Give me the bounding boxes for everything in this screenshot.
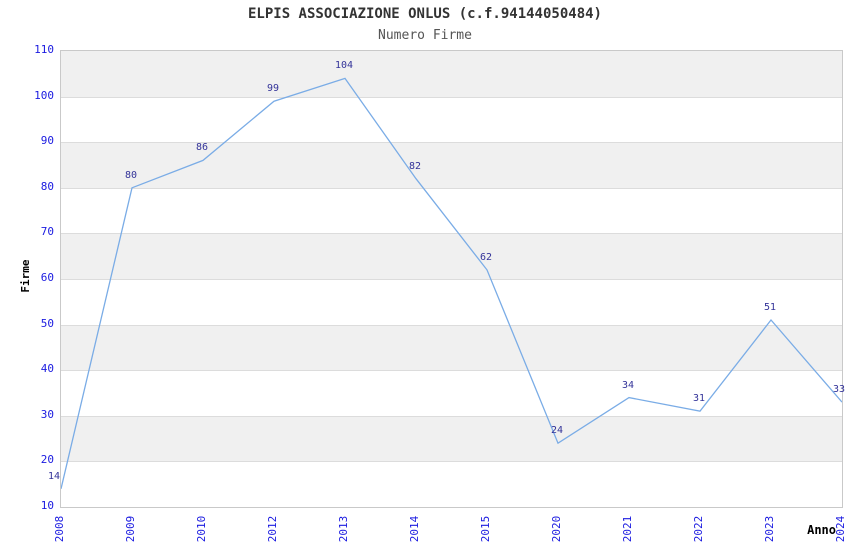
x-tick-2020: 2020: [550, 515, 563, 543]
x-tick-2023: 2023: [763, 515, 776, 543]
point-label-2024: 33: [832, 384, 846, 396]
y-tick-80: 80: [40, 179, 54, 193]
grid-band: [61, 415, 842, 462]
point-label-2012: 99: [266, 83, 280, 95]
grid-band: [61, 51, 842, 97]
point-label-2020: 24: [550, 425, 564, 437]
gridline: [61, 415, 842, 417]
grid-band: [61, 187, 842, 234]
grid-band: [61, 96, 842, 143]
y-tick-100: 100: [34, 88, 54, 102]
plot-area: [60, 50, 843, 508]
line-series: [61, 77, 842, 489]
grid-band: [61, 461, 842, 507]
point-label-2015: 62: [479, 251, 493, 263]
x-tick-2010: 2010: [195, 515, 208, 543]
point-label-2010: 86: [195, 142, 209, 154]
y-tick-110: 110: [34, 43, 54, 56]
gridline: [61, 461, 842, 463]
y-tick-20: 20: [40, 453, 54, 467]
x-tick-2009: 2009: [124, 515, 137, 543]
grid-band: [61, 233, 842, 279]
point-label-2009: 80: [124, 169, 138, 181]
x-tick-2015: 2015: [479, 515, 492, 543]
x-tick-2013: 2013: [337, 515, 350, 543]
y-tick-60: 60: [40, 271, 54, 284]
y-tick-90: 90: [40, 134, 54, 148]
y-tick-10: 10: [40, 499, 54, 512]
chart-title: ELPIS ASSOCIAZIONE ONLUS (c.f.9414405048…: [247, 6, 602, 22]
x-tick-2012: 2012: [266, 515, 279, 543]
point-label-2021: 34: [621, 379, 635, 391]
x-tick-2021: 2021: [621, 515, 634, 543]
gridline: [61, 233, 842, 235]
gridline: [61, 187, 842, 189]
y-tick-30: 30: [40, 407, 54, 421]
gridline: [61, 324, 842, 326]
y-tick-70: 70: [40, 225, 54, 239]
y-tick-50: 50: [40, 316, 54, 330]
grid-band: [61, 370, 842, 416]
line-path: [61, 77, 842, 489]
chart-subtitle: Numero Firme: [378, 28, 472, 43]
point-label-2023: 51: [763, 302, 777, 314]
gridline: [61, 142, 842, 144]
x-tick-2024: 2024: [834, 515, 847, 543]
point-label-2014: 82: [408, 160, 422, 172]
y-tick-40: 40: [40, 362, 54, 376]
grid-band: [61, 324, 842, 371]
x-axis-title: Anno: [807, 523, 836, 537]
x-tick-2008: 2008: [53, 515, 66, 543]
point-label-2008: 14: [47, 470, 61, 482]
grid-band: [61, 279, 842, 325]
gridline: [61, 370, 842, 372]
point-label-2013: 104: [334, 60, 354, 72]
point-label-2022: 31: [692, 393, 706, 405]
x-tick-2014: 2014: [408, 515, 421, 543]
x-tick-2022: 2022: [692, 515, 705, 543]
gridline: [61, 279, 842, 280]
gridline: [61, 96, 842, 98]
